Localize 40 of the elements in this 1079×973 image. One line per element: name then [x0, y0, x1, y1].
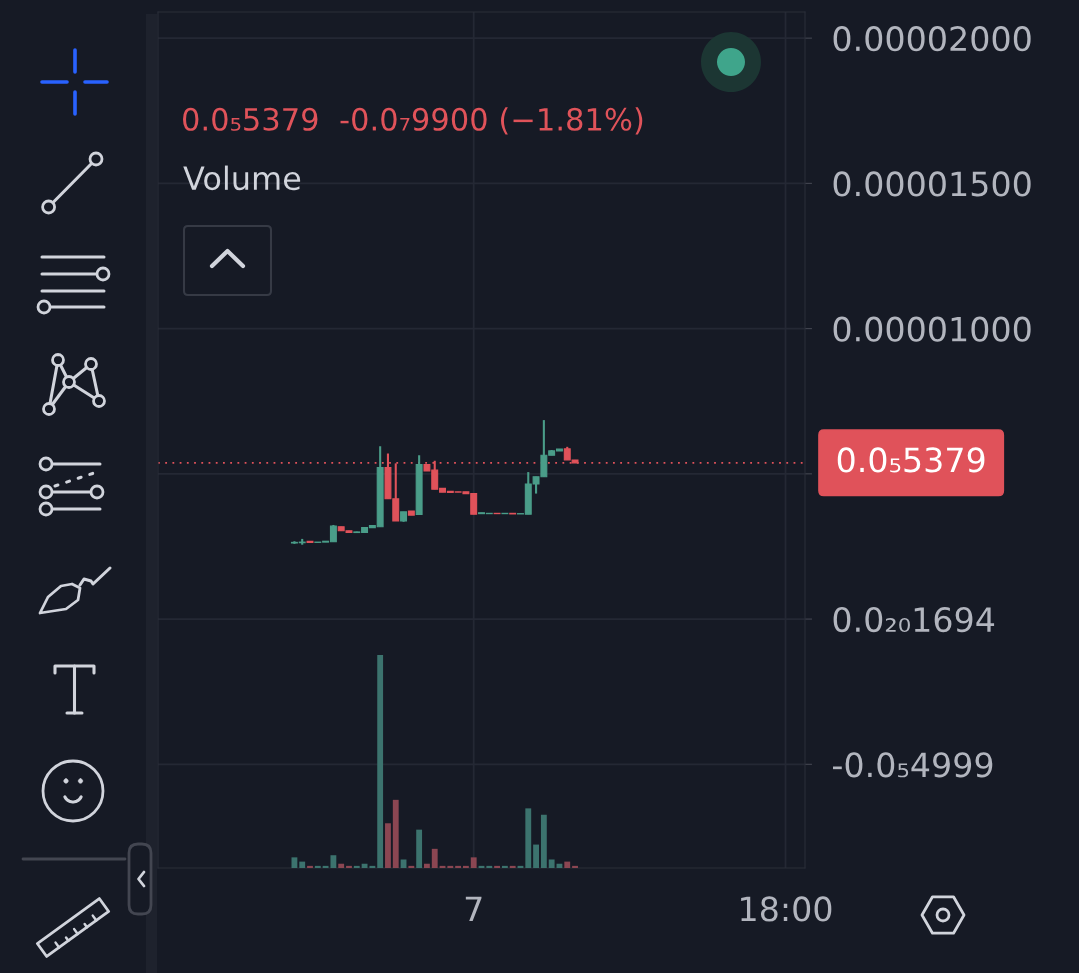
annotation: 0.0₅5379 -0.0₇9900 (−1.81%) [183, 107, 643, 135]
x-tick-label: 7 [465, 896, 482, 922]
bar [455, 865, 462, 868]
bar [291, 857, 298, 868]
bar [525, 808, 532, 868]
bar [494, 865, 501, 868]
bar [540, 814, 547, 868]
bar [416, 829, 423, 868]
y-tick-label: 0.00002000 [833, 26, 1031, 52]
bar [462, 865, 469, 868]
bar [572, 865, 578, 868]
bar [533, 844, 539, 868]
bar [377, 655, 384, 868]
bar [299, 861, 306, 868]
bar [424, 863, 430, 868]
bar [408, 865, 415, 868]
bar [447, 865, 454, 868]
y-tick-label: 0.00001500 [833, 171, 1031, 197]
ref-line-label: 0.0₅5379 [837, 447, 985, 473]
y-tick-label: -0.0₅4999 [833, 752, 993, 778]
bar [353, 865, 360, 868]
x-tick-label: 18:00 [741, 896, 832, 922]
bar [346, 865, 352, 868]
bar [400, 859, 407, 868]
bar [314, 865, 321, 868]
chart-title: Volume [183, 165, 301, 191]
bar [338, 863, 345, 868]
bar [470, 857, 477, 868]
bar [431, 848, 438, 868]
bar [509, 865, 516, 868]
y-tick-label: 0.00001000 [833, 316, 1031, 342]
bar [385, 823, 391, 868]
bar [501, 865, 508, 868]
y-tick-label: 0.0₂₀1694 [833, 607, 995, 633]
bar [548, 859, 555, 868]
bar [307, 865, 313, 868]
bar [564, 861, 571, 868]
bar [486, 865, 493, 868]
bar [369, 865, 376, 868]
bar [392, 799, 399, 868]
